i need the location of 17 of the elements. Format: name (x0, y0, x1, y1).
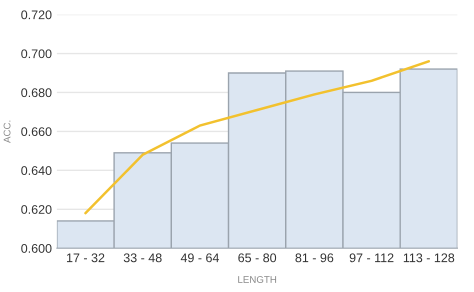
x-tick-label: 65 - 80 (238, 253, 276, 262)
y-tick-label: 0.680 (21, 88, 52, 98)
x-tick-label: 113 - 128 (404, 253, 454, 262)
y-axis-title: ACC. (4, 120, 10, 143)
x-tick-label: 49 - 64 (180, 253, 220, 262)
x-tick-label: 81 - 96 (295, 253, 334, 262)
y-tick-label: 0.620 (21, 205, 52, 214)
y-tick-label: 0.640 (21, 166, 52, 175)
x-tick-label: 97 - 112 (350, 253, 394, 262)
x-axis-title: LENGTH (238, 276, 276, 283)
y-tick-label: 0.720 (21, 10, 52, 20)
y-tick-label: 0.700 (21, 49, 52, 58)
x-tick-label: 33 - 48 (124, 253, 162, 262)
line-series (84, 60, 430, 214)
y-tick-label: 0.600 (21, 244, 52, 253)
x-tick-label: 17 - 32 (66, 253, 104, 262)
y-tick-label: 0.660 (21, 127, 52, 136)
